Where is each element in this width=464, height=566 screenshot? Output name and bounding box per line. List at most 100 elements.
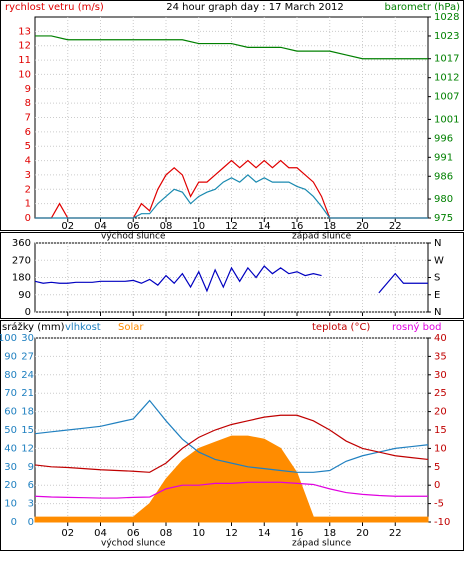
y2-tick-label: 35: [434, 351, 447, 362]
y2-tick-label: 975: [434, 213, 453, 224]
x-tick-label: 20: [356, 221, 369, 232]
y-tick-label: 12: [18, 41, 31, 52]
y-tick-label: 27: [21, 351, 34, 362]
y-tick-label: 30: [21, 333, 34, 344]
axis-label: barometr (hPa): [385, 2, 461, 13]
legend-label: Solar: [118, 322, 144, 333]
axis-label: rychlost vetru (m/s): [5, 2, 104, 13]
x-tick-label: 06: [127, 528, 140, 539]
legend-label: teplota (°C): [312, 322, 370, 333]
y2-tick-label: 1007: [434, 92, 459, 103]
series-line: [34, 414, 429, 473]
y2-tick-label: 10: [434, 443, 447, 454]
y-tick-label: 270: [12, 255, 31, 266]
x-tick-label: 04: [94, 528, 107, 539]
y-tick-label: 24: [21, 370, 34, 381]
y-tick-label: 12: [21, 443, 34, 454]
y-tick-label: 15: [21, 425, 34, 436]
y-tick-label: 40: [4, 443, 17, 454]
x-tick-label: 02: [61, 528, 74, 539]
y2-tick-label: 1023: [434, 31, 459, 42]
y2-tick-label: 1012: [434, 73, 459, 84]
y-tick-label: 7: [25, 113, 31, 124]
legend-label: vlhkost: [65, 322, 101, 333]
x-tick-label: 20: [356, 528, 369, 539]
y2-tick-label: 25: [434, 388, 447, 399]
x-tick-label: 12: [225, 221, 238, 232]
series-line: [35, 35, 428, 60]
y-tick-label: 6: [25, 127, 31, 138]
y-tick-label: 100: [0, 333, 17, 344]
y-tick-label: 180: [12, 273, 31, 284]
y-tick-label: 13: [18, 26, 31, 37]
series-line: [34, 481, 428, 499]
x-tick-label: 16: [291, 221, 304, 232]
y2-tick-label: W: [434, 255, 444, 266]
series-line: [378, 272, 428, 294]
y-tick-label: 2: [25, 184, 31, 195]
y2-tick-label: 1001: [434, 114, 459, 125]
y-tick-label: 3: [28, 499, 34, 510]
annotation: západ slunce: [292, 539, 352, 549]
y-tick-label: 90: [4, 351, 17, 362]
annotation: východ slunce: [101, 539, 166, 549]
y-tick-label: 60: [4, 407, 17, 418]
y-tick-label: 11: [18, 55, 31, 66]
legend-label: rosný bod: [392, 321, 441, 333]
y-tick-label: 9: [28, 462, 34, 473]
y-tick-label: 1: [25, 199, 31, 210]
y-tick-label: 3: [25, 170, 31, 181]
chart-title: 24 hour graph day : 17 March 2012: [166, 2, 344, 13]
y-tick-label: 5: [25, 141, 31, 152]
y2-tick-label: 986: [434, 171, 453, 182]
x-tick-label: 10: [192, 221, 205, 232]
x-tick-label: 14: [258, 221, 271, 232]
y2-tick-label: 1017: [434, 54, 459, 65]
y-tick-label: 70: [4, 388, 17, 399]
y-tick-label: 18: [21, 407, 34, 418]
x-tick-label: 18: [323, 528, 336, 539]
y-tick-label: 0: [25, 307, 31, 318]
y2-tick-label: E: [434, 290, 440, 301]
y-tick-label: 21: [21, 388, 34, 399]
solar-area: [34, 435, 429, 523]
plot-area: [34, 242, 429, 313]
y2-tick-label: 991: [434, 152, 453, 163]
series-line: [34, 399, 429, 473]
y2-tick-label: N: [434, 307, 441, 318]
y-tick-label: 80: [4, 370, 17, 381]
annotation: východ slunce: [101, 232, 166, 242]
y-tick-label: 6: [28, 480, 34, 491]
x-tick-label: 22: [389, 528, 402, 539]
x-tick-label: 10: [192, 528, 205, 539]
y-tick-label: 30: [4, 462, 17, 473]
x-tick-label: 04: [94, 221, 107, 232]
y-tick-label: 8: [25, 98, 31, 109]
y2-tick-label: 15: [434, 425, 447, 436]
y2-tick-label: 30: [434, 370, 447, 381]
y2-tick-label: 5: [434, 462, 440, 473]
y-tick-label: 0: [25, 213, 31, 224]
y-tick-label: 10: [4, 499, 17, 510]
x-tick-label: 16: [291, 528, 304, 539]
y-tick-label: 0: [11, 517, 17, 528]
y-tick-label: 50: [4, 425, 17, 436]
y-tick-label: 10: [18, 69, 31, 80]
y2-tick-label: N: [434, 238, 441, 249]
x-tick-label: 18: [323, 221, 336, 232]
y2-tick-label: 996: [434, 133, 453, 144]
y-tick-label: 9: [25, 84, 31, 95]
x-tick-label: 06: [127, 221, 140, 232]
y2-tick-label: -10: [434, 517, 450, 528]
x-tick-label: 14: [258, 528, 271, 539]
series-line: [35, 174, 428, 219]
y2-tick-label: 20: [434, 407, 447, 418]
x-tick-label: 22: [389, 221, 402, 232]
y-tick-label: 360: [12, 238, 31, 249]
series-line: [34, 265, 322, 293]
y-tick-label: 90: [18, 290, 31, 301]
x-tick-label: 08: [160, 528, 173, 539]
y2-tick-label: 1028: [434, 12, 459, 23]
x-tick-label: 08: [160, 221, 173, 232]
